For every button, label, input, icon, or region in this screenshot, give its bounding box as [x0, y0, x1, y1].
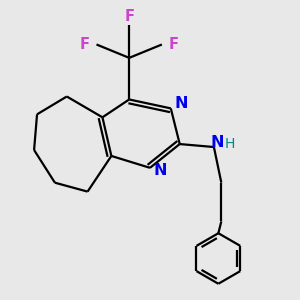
- Text: H: H: [225, 137, 236, 151]
- Text: N: N: [210, 135, 224, 150]
- Text: N: N: [154, 163, 167, 178]
- Text: N: N: [175, 96, 188, 111]
- Text: F: F: [124, 9, 134, 24]
- Text: F: F: [169, 37, 179, 52]
- Text: F: F: [80, 37, 90, 52]
